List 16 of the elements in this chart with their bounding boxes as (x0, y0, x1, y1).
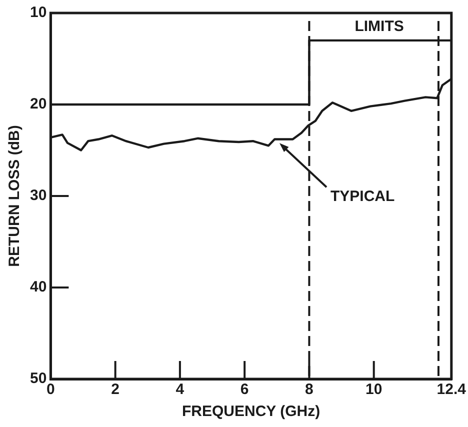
x-tick-label: 2 (111, 381, 120, 398)
y-tick-label: 50 (30, 370, 47, 388)
x-axis-title: FREQUENCY (GHz) (182, 403, 320, 420)
x-tick-label: 10 (366, 381, 382, 398)
annotation: LIMITS (354, 18, 404, 36)
annotation: TYPICAL (330, 188, 395, 206)
y-tick-label: 10 (30, 4, 47, 22)
y-tick-label: 20 (30, 96, 47, 113)
x-tick-label: 6 (240, 381, 249, 398)
y-tick-label: 30 (30, 187, 47, 204)
x-tick-label: 0 (46, 381, 55, 398)
x-tick-label: 4 (176, 381, 185, 398)
x-tick-label: 8 (305, 381, 314, 398)
x-tick-label: 12.4 (436, 381, 467, 398)
y-tick-label: 40 (30, 278, 47, 296)
y-axis-title: RETURN LOSS (dB) (6, 125, 24, 267)
